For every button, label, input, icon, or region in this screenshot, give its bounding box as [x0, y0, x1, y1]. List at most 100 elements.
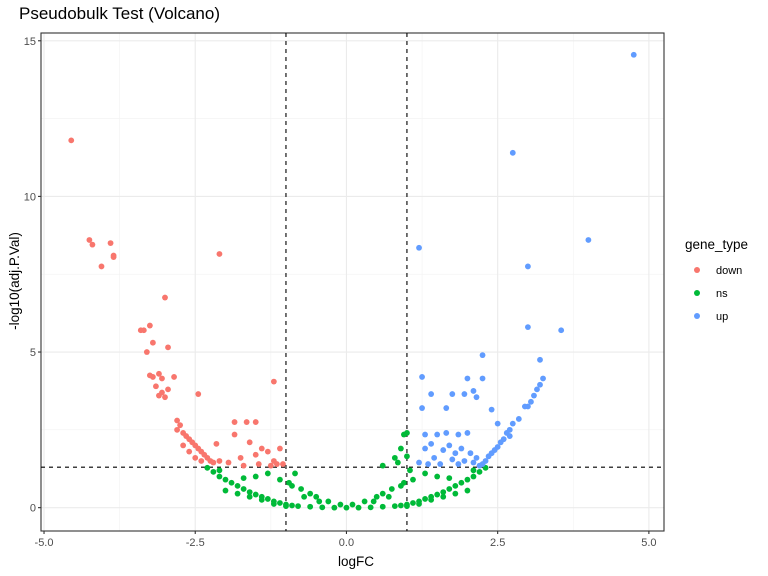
y-tick-label: 5 — [30, 347, 36, 359]
data-point-ns — [246, 489, 253, 495]
data-point-up — [488, 406, 495, 413]
data-point-up — [446, 442, 453, 449]
data-point-ns — [410, 476, 416, 483]
data-point-ns — [404, 453, 410, 460]
data-point-up — [515, 416, 522, 422]
data-point-down — [68, 137, 75, 144]
data-point-up — [537, 356, 543, 363]
data-point-up — [455, 431, 462, 438]
data-point-ns — [391, 503, 398, 509]
data-point-down — [153, 383, 159, 390]
data-point-down — [140, 327, 147, 334]
data-point-ns — [379, 503, 386, 510]
data-point-up — [479, 352, 486, 359]
data-point-down — [149, 339, 156, 346]
data-point-ns — [367, 504, 374, 511]
data-point-down — [186, 448, 193, 455]
data-point-down — [264, 448, 271, 455]
data-point-up — [558, 327, 565, 334]
data-point-ns — [397, 445, 404, 452]
data-point-down — [171, 374, 177, 380]
data-point-up — [440, 447, 447, 453]
data-point-ns — [264, 470, 271, 477]
data-point-ns — [216, 473, 223, 480]
x-tick-label: -5.0 — [35, 537, 54, 549]
data-point-ns — [416, 501, 422, 507]
data-point-ns — [373, 493, 380, 500]
data-point-down — [210, 459, 217, 466]
data-point-ns — [234, 490, 241, 497]
data-point-ns — [355, 504, 362, 511]
data-point-down — [216, 251, 223, 257]
data-point-up — [431, 454, 438, 461]
data-point-up — [497, 439, 504, 446]
data-point-ns — [307, 503, 314, 510]
data-point-ns — [349, 501, 356, 508]
data-point-ns — [476, 468, 483, 475]
legend-key-down — [694, 267, 700, 273]
data-point-ns — [240, 486, 247, 492]
data-point-up — [422, 445, 428, 452]
data-point-down — [89, 241, 96, 248]
data-point-down — [165, 386, 171, 393]
data-point-ns — [379, 490, 386, 497]
data-point-down — [225, 459, 232, 466]
data-point-up — [630, 51, 637, 58]
data-point-ns — [313, 493, 320, 500]
data-point-ns — [470, 473, 477, 480]
data-point-ns — [452, 482, 459, 489]
data-point-down — [86, 237, 93, 243]
x-axis-title: logFC — [338, 554, 374, 569]
data-point-ns — [292, 470, 298, 477]
data-point-ns — [222, 487, 229, 494]
data-point-ns — [428, 496, 435, 503]
data-point-ns — [316, 498, 323, 505]
data-point-down — [243, 419, 250, 425]
data-point-ns — [325, 498, 332, 505]
axes: -5.0 -2.5 0.0 2.5 5.0 0 5 10 15 — [24, 36, 657, 549]
legend: gene_type down ns up — [685, 237, 748, 323]
data-point-down — [174, 417, 180, 424]
data-point-down — [258, 445, 265, 452]
legend-label-up: up — [716, 311, 728, 323]
data-point-up — [443, 405, 450, 411]
data-point-ns — [397, 502, 404, 509]
data-point-ns — [222, 476, 229, 483]
data-point-up — [416, 459, 422, 466]
data-point-down — [252, 419, 259, 425]
data-point-down — [277, 445, 283, 452]
data-point-ns — [234, 482, 241, 489]
data-point-ns — [277, 500, 283, 506]
data-point-ns — [440, 493, 447, 500]
data-point-ns — [394, 459, 401, 466]
data-point-ns — [270, 501, 277, 507]
data-point-up — [537, 381, 543, 388]
data-point-ns — [440, 489, 447, 495]
data-point-down — [98, 263, 105, 270]
data-point-ns — [210, 468, 217, 475]
data-point-down — [156, 370, 162, 377]
data-point-down — [162, 294, 168, 301]
data-point-ns — [258, 496, 265, 503]
data-point-ns — [252, 473, 259, 480]
data-point-ns — [385, 493, 392, 500]
data-point-down — [162, 394, 168, 401]
data-point-ns — [391, 454, 398, 461]
threshold-lines — [41, 33, 664, 531]
data-point-ns — [379, 462, 386, 469]
data-point-up — [506, 433, 513, 439]
data-point-ns — [410, 500, 416, 506]
data-point-up — [485, 453, 492, 460]
data-point-down — [240, 462, 247, 469]
data-point-down — [273, 461, 280, 467]
y-tick-label: 0 — [30, 503, 36, 515]
data-point-up — [494, 420, 501, 427]
data-point-ns — [319, 504, 326, 511]
data-point-ns — [343, 504, 350, 511]
data-point-down — [149, 374, 156, 380]
data-point-ns — [404, 503, 410, 509]
x-tick-label: 0.0 — [339, 537, 354, 549]
data-point-ns — [204, 464, 211, 471]
data-point-ns — [216, 467, 223, 474]
data-point-down — [280, 461, 286, 467]
